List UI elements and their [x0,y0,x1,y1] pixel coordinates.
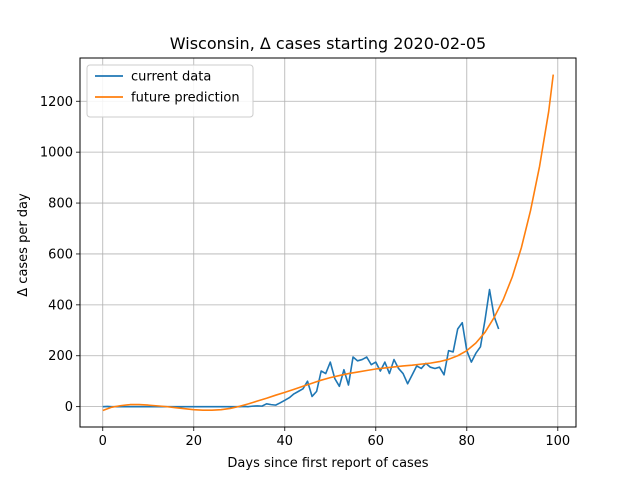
x-tick-label: 80 [459,434,476,449]
x-tick-label: 60 [368,434,385,449]
x-tick-label: 40 [276,434,293,449]
x-tick-label: 20 [185,434,202,449]
y-axis-label: Δ cases per day [16,193,31,297]
legend: current data future prediction [86,64,254,118]
legend-box [86,64,254,118]
y-tick-label: 200 [48,349,73,364]
plot-frame [79,57,577,428]
x-tick-label: 100 [545,434,570,449]
legend-label: future prediction [131,91,240,106]
series-lines [102,74,555,412]
y-axis-ticks: 0 200 400 600 800 1000 1200 [40,95,80,415]
legend-label: current data [131,70,211,85]
x-axis-ticks: 0 20 40 60 80 100 [99,427,570,449]
y-tick-label: 400 [48,298,73,313]
y-tick-label: 600 [48,247,73,262]
y-tick-label: 1200 [40,95,73,110]
y-tick-label: 0 [65,400,73,415]
y-tick-label: 1000 [40,146,73,161]
x-axis-label: Days since first report of cases [227,456,428,471]
x-tick-label: 0 [99,434,107,449]
grid-lines [80,58,576,427]
chart-title: Wisconsin, Δ cases starting 2020-02-05 [170,34,486,53]
series-line-0 [102,288,500,408]
series-line-1 [102,74,555,412]
y-tick-label: 800 [48,197,73,212]
